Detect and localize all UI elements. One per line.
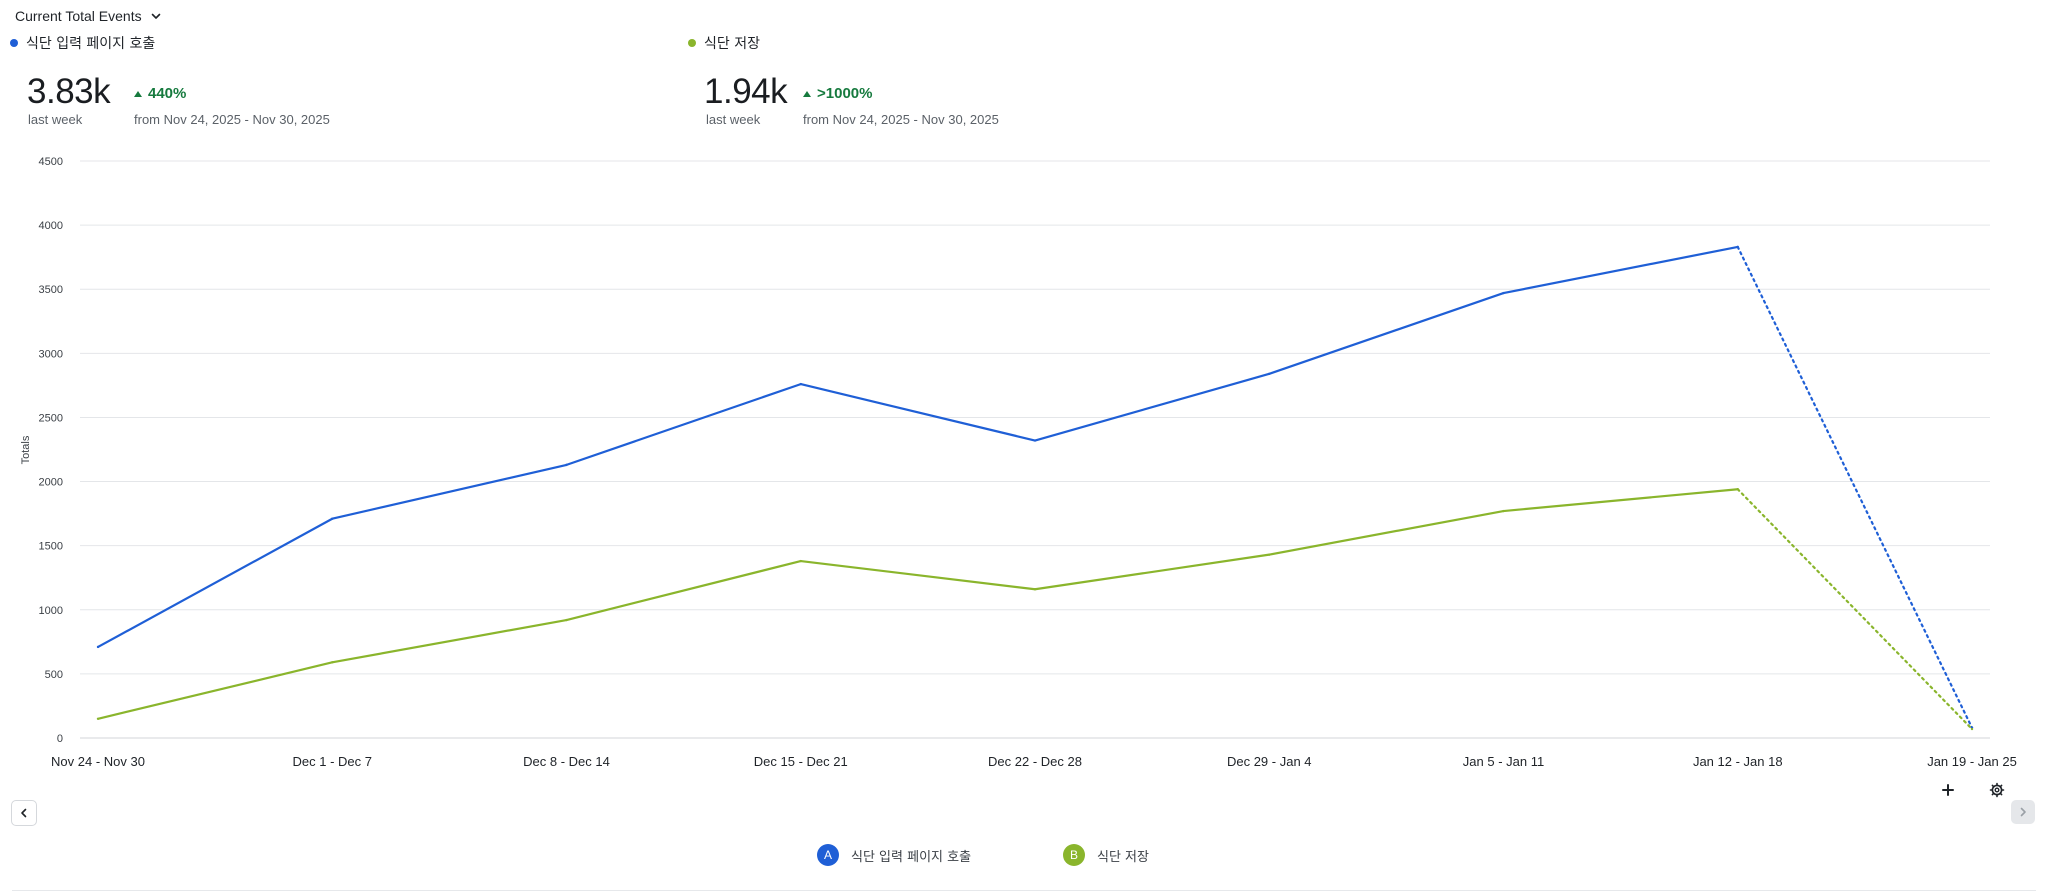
series-b-value: 1.94k — [704, 72, 788, 111]
series-a-period: last week — [28, 112, 83, 127]
series-b-point — [1033, 588, 1037, 591]
series-b-point — [1502, 509, 1505, 513]
legend-label-a: 식단 입력 페이지 호출 — [851, 849, 972, 865]
series-b-name: 식단 저장 — [704, 36, 760, 52]
series-a-point — [96, 645, 100, 649]
chevron-left-icon — [21, 808, 27, 818]
y-tick-label: 4000 — [39, 220, 63, 232]
series-a-point — [1502, 291, 1505, 295]
add-button[interactable] — [1934, 776, 1962, 804]
arrow-up-icon — [134, 90, 142, 97]
series-a-point — [1268, 372, 1271, 376]
series-b-range: from Nov 24, 2025 - Nov 30, 2025 — [803, 112, 999, 127]
x-tick-label: Jan 12 - Jan 18 — [1693, 754, 1783, 769]
x-tick-label: Jan 5 - Jan 11 — [1463, 754, 1544, 769]
series-b-period: last week — [706, 112, 761, 127]
settings-button[interactable] — [1983, 776, 2011, 804]
y-tick-label: 3000 — [39, 348, 63, 360]
legend-badge-a: A — [817, 844, 839, 866]
gear-icon — [1989, 782, 2005, 798]
divider — [12, 890, 2036, 891]
series-a-incomplete-segment — [1736, 245, 1974, 729]
series-a-dot-icon — [10, 39, 18, 47]
series-a-change-value: 440% — [148, 85, 187, 102]
metric-selector[interactable]: Current Total Events — [15, 6, 163, 26]
series-b-point — [1736, 488, 1739, 491]
series-b-header: 식단 저장 — [688, 33, 760, 53]
metric-selector-label: Current Total Events — [15, 8, 142, 24]
series-b-point — [1268, 553, 1271, 556]
series-b-change-value: >1000% — [817, 85, 873, 102]
series-a-header: 식단 입력 페이지 호출 — [10, 33, 155, 53]
next-page-button[interactable] — [2011, 800, 2035, 824]
x-tick-label: Dec 8 - Dec 14 — [523, 754, 610, 769]
y-tick-label: 500 — [45, 669, 63, 681]
y-tick-label: 2000 — [39, 477, 63, 489]
plus-icon — [1942, 784, 1954, 796]
legend-item-a[interactable]: A 식단 입력 페이지 호출 — [817, 844, 971, 866]
y-tick-label: 1000 — [39, 605, 63, 617]
series-a-change: 440% — [134, 85, 186, 102]
series-b-point — [565, 618, 568, 622]
prev-page-button[interactable] — [11, 800, 37, 826]
series-a-point — [799, 382, 802, 386]
series-b-point — [799, 559, 802, 563]
y-axis-label: Totals — [20, 435, 32, 464]
x-tick-label: Nov 24 - Nov 30 — [51, 754, 145, 769]
x-tick-label: Dec 15 - Dec 21 — [754, 754, 848, 769]
series-b-point — [96, 717, 100, 720]
legend-item-b[interactable]: B 식단 저장 — [1063, 844, 1149, 866]
legend-badge-b: B — [1063, 844, 1085, 866]
y-tick-label: 2500 — [39, 412, 63, 424]
legend-label-b: 식단 저장 — [1097, 849, 1149, 865]
series-a-line — [97, 245, 1738, 648]
x-tick-label: Dec 29 - Jan 4 — [1227, 754, 1312, 769]
series-b-point — [1970, 727, 1974, 731]
y-tick-label: 3500 — [39, 284, 63, 296]
x-tick-label: Jan 19 - Jan 25 — [1927, 754, 2017, 769]
series-b-change: >1000% — [803, 85, 872, 102]
series-a-point — [565, 463, 568, 467]
series-a-name: 식단 입력 페이지 호출 — [26, 36, 156, 52]
series-a-point — [331, 517, 334, 520]
series-b-point — [331, 661, 334, 664]
chevron-down-icon — [151, 13, 160, 19]
line-chart: 0 500 1000 1500 2000 2500 3000 3500 4000 4500 Tota… — [20, 156, 2017, 769]
chevron-right-icon — [2020, 807, 2026, 817]
arrow-up-icon — [803, 90, 811, 97]
series-a-point — [1033, 439, 1037, 442]
y-tick-label: 1500 — [39, 541, 63, 553]
series-b-incomplete-segment — [1736, 488, 1974, 731]
y-tick-label: 0 — [57, 733, 63, 745]
series-b-dot-icon — [688, 39, 696, 47]
series-b-line — [97, 488, 1738, 720]
series-a-value: 3.83k — [27, 72, 111, 111]
x-tick-label: Dec 22 - Dec 28 — [988, 754, 1082, 769]
series-a-point — [1736, 245, 1739, 249]
y-tick-label: 4500 — [39, 156, 63, 168]
x-tick-label: Dec 1 - Dec 7 — [293, 754, 372, 769]
series-a-range: from Nov 24, 2025 - Nov 30, 2025 — [134, 112, 330, 127]
